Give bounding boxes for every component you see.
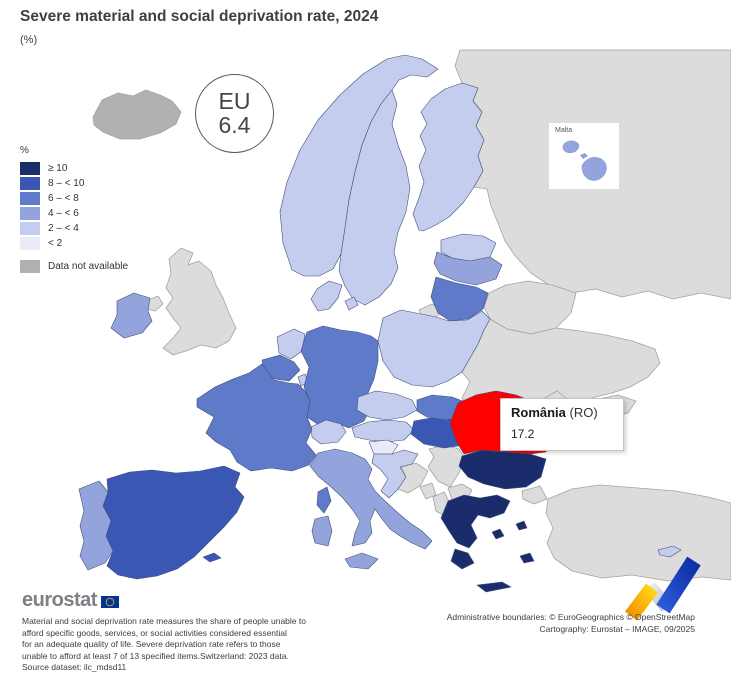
- malta-inset-map: [562, 140, 607, 181]
- legend-label: ≥ 10: [48, 163, 68, 174]
- eurostat-logo: eurostat: [22, 590, 119, 610]
- country-ireland[interactable]: [110, 292, 153, 339]
- country-italy[interactable]: [309, 448, 433, 570]
- legend: % ≥ 10 8 – < 10 6 – < 8 4 – < 6 2 – < 4 …: [20, 145, 128, 274]
- country-malta[interactable]: [562, 140, 607, 181]
- legend-title: %: [20, 145, 29, 156]
- country-uk[interactable]: [162, 247, 237, 356]
- legend-label: 8 – < 10: [48, 178, 85, 189]
- map-tooltip: România (RO) 17.2: [500, 398, 624, 451]
- tooltip-country-code: (RO): [569, 405, 598, 420]
- country-slovenia[interactable]: [368, 439, 399, 455]
- country-poland[interactable]: [377, 309, 491, 388]
- country-france[interactable]: [196, 363, 317, 472]
- country-sweden[interactable]: [338, 89, 411, 306]
- country-shapes: [78, 49, 731, 593]
- country-bulgaria[interactable]: [458, 449, 547, 490]
- attribution-line-1: Administrative boundaries: © EuroGeograp…: [446, 612, 695, 622]
- image-logo: [625, 556, 701, 621]
- country-montenegro[interactable]: [419, 482, 437, 500]
- eu-flag-icon: [100, 595, 119, 608]
- legend-label: < 2: [48, 238, 63, 249]
- country-austria[interactable]: [351, 419, 415, 443]
- country-lithuania[interactable]: [430, 276, 489, 322]
- legend-item: 6 – < 8: [20, 191, 128, 206]
- legend-swatch: [20, 177, 40, 190]
- attribution-line-2: Cartography: Eurostat – IMAGE, 09/2025: [539, 623, 695, 634]
- legend-swatch: [20, 260, 40, 273]
- country-switzerland[interactable]: [310, 419, 347, 445]
- footnote-line: unable to afford at least 7 of 13 specif…: [22, 650, 289, 661]
- country-serbia[interactable]: [427, 444, 465, 488]
- image-logo-yellow-stroke: [625, 583, 658, 621]
- country-spain[interactable]: [102, 465, 245, 580]
- legend-label: Data not available: [48, 261, 129, 272]
- source-dataset: Source dataset: ilc_mdsd11: [22, 662, 127, 672]
- legend-swatch: [20, 207, 40, 220]
- country-denmark[interactable]: [310, 280, 359, 312]
- tooltip-country-name: România: [511, 405, 566, 420]
- malta-inset-label: Malta: [555, 127, 573, 134]
- legend-item: 8 – < 10: [20, 176, 128, 191]
- country-corsica[interactable]: [316, 486, 332, 514]
- legend-item: 4 – < 6: [20, 206, 128, 221]
- legend-item: < 2: [20, 236, 128, 251]
- eu-badge-value: 6.4: [218, 111, 251, 138]
- country-portugal[interactable]: [78, 480, 114, 571]
- legend-swatch: [20, 162, 40, 175]
- legend-label: 6 – < 8: [48, 193, 79, 204]
- image-logo-blue-stroke: [656, 556, 701, 614]
- footnote-line: for an adequate quality of life. Severe …: [22, 639, 281, 649]
- country-czechia[interactable]: [356, 390, 418, 421]
- legend-item: 2 – < 4: [20, 221, 128, 236]
- country-croatia[interactable]: [371, 449, 419, 499]
- country-belarus[interactable]: [483, 280, 577, 335]
- country-iceland[interactable]: [92, 89, 182, 140]
- footer-note: Material and social deprivation rate mea…: [22, 616, 352, 674]
- legend-swatch: [20, 192, 40, 205]
- legend-swatch: [20, 222, 40, 235]
- eu-average-badge: EU 6.4: [195, 74, 274, 153]
- country-greece[interactable]: [440, 494, 535, 593]
- legend-swatch: [20, 237, 40, 250]
- attribution: Administrative boundaries: © EuroGeograp…: [420, 612, 695, 635]
- legend-item-no-data: Data not available: [20, 259, 128, 274]
- legend-label: 2 – < 4: [48, 223, 79, 234]
- malta-inset: Malta: [548, 122, 620, 190]
- country-finland[interactable]: [412, 82, 485, 232]
- footnote-line: Material and social deprivation rate mea…: [22, 616, 306, 626]
- page-subtitle: (%): [20, 34, 38, 46]
- eurostat-wordmark: eurostat: [22, 589, 97, 611]
- legend-item: ≥ 10: [20, 161, 128, 176]
- footnote-line: afford specific goods, services, or soci…: [22, 627, 287, 638]
- country-netherlands[interactable]: [276, 328, 306, 360]
- eu-badge-label: EU: [218, 88, 251, 115]
- country-cyprus[interactable]: [657, 545, 682, 558]
- legend-label: 4 – < 6: [48, 208, 79, 219]
- page-title: Severe material and social deprivation r…: [20, 8, 379, 25]
- country-latvia[interactable]: [433, 251, 503, 286]
- tooltip-value: 17.2: [511, 427, 535, 441]
